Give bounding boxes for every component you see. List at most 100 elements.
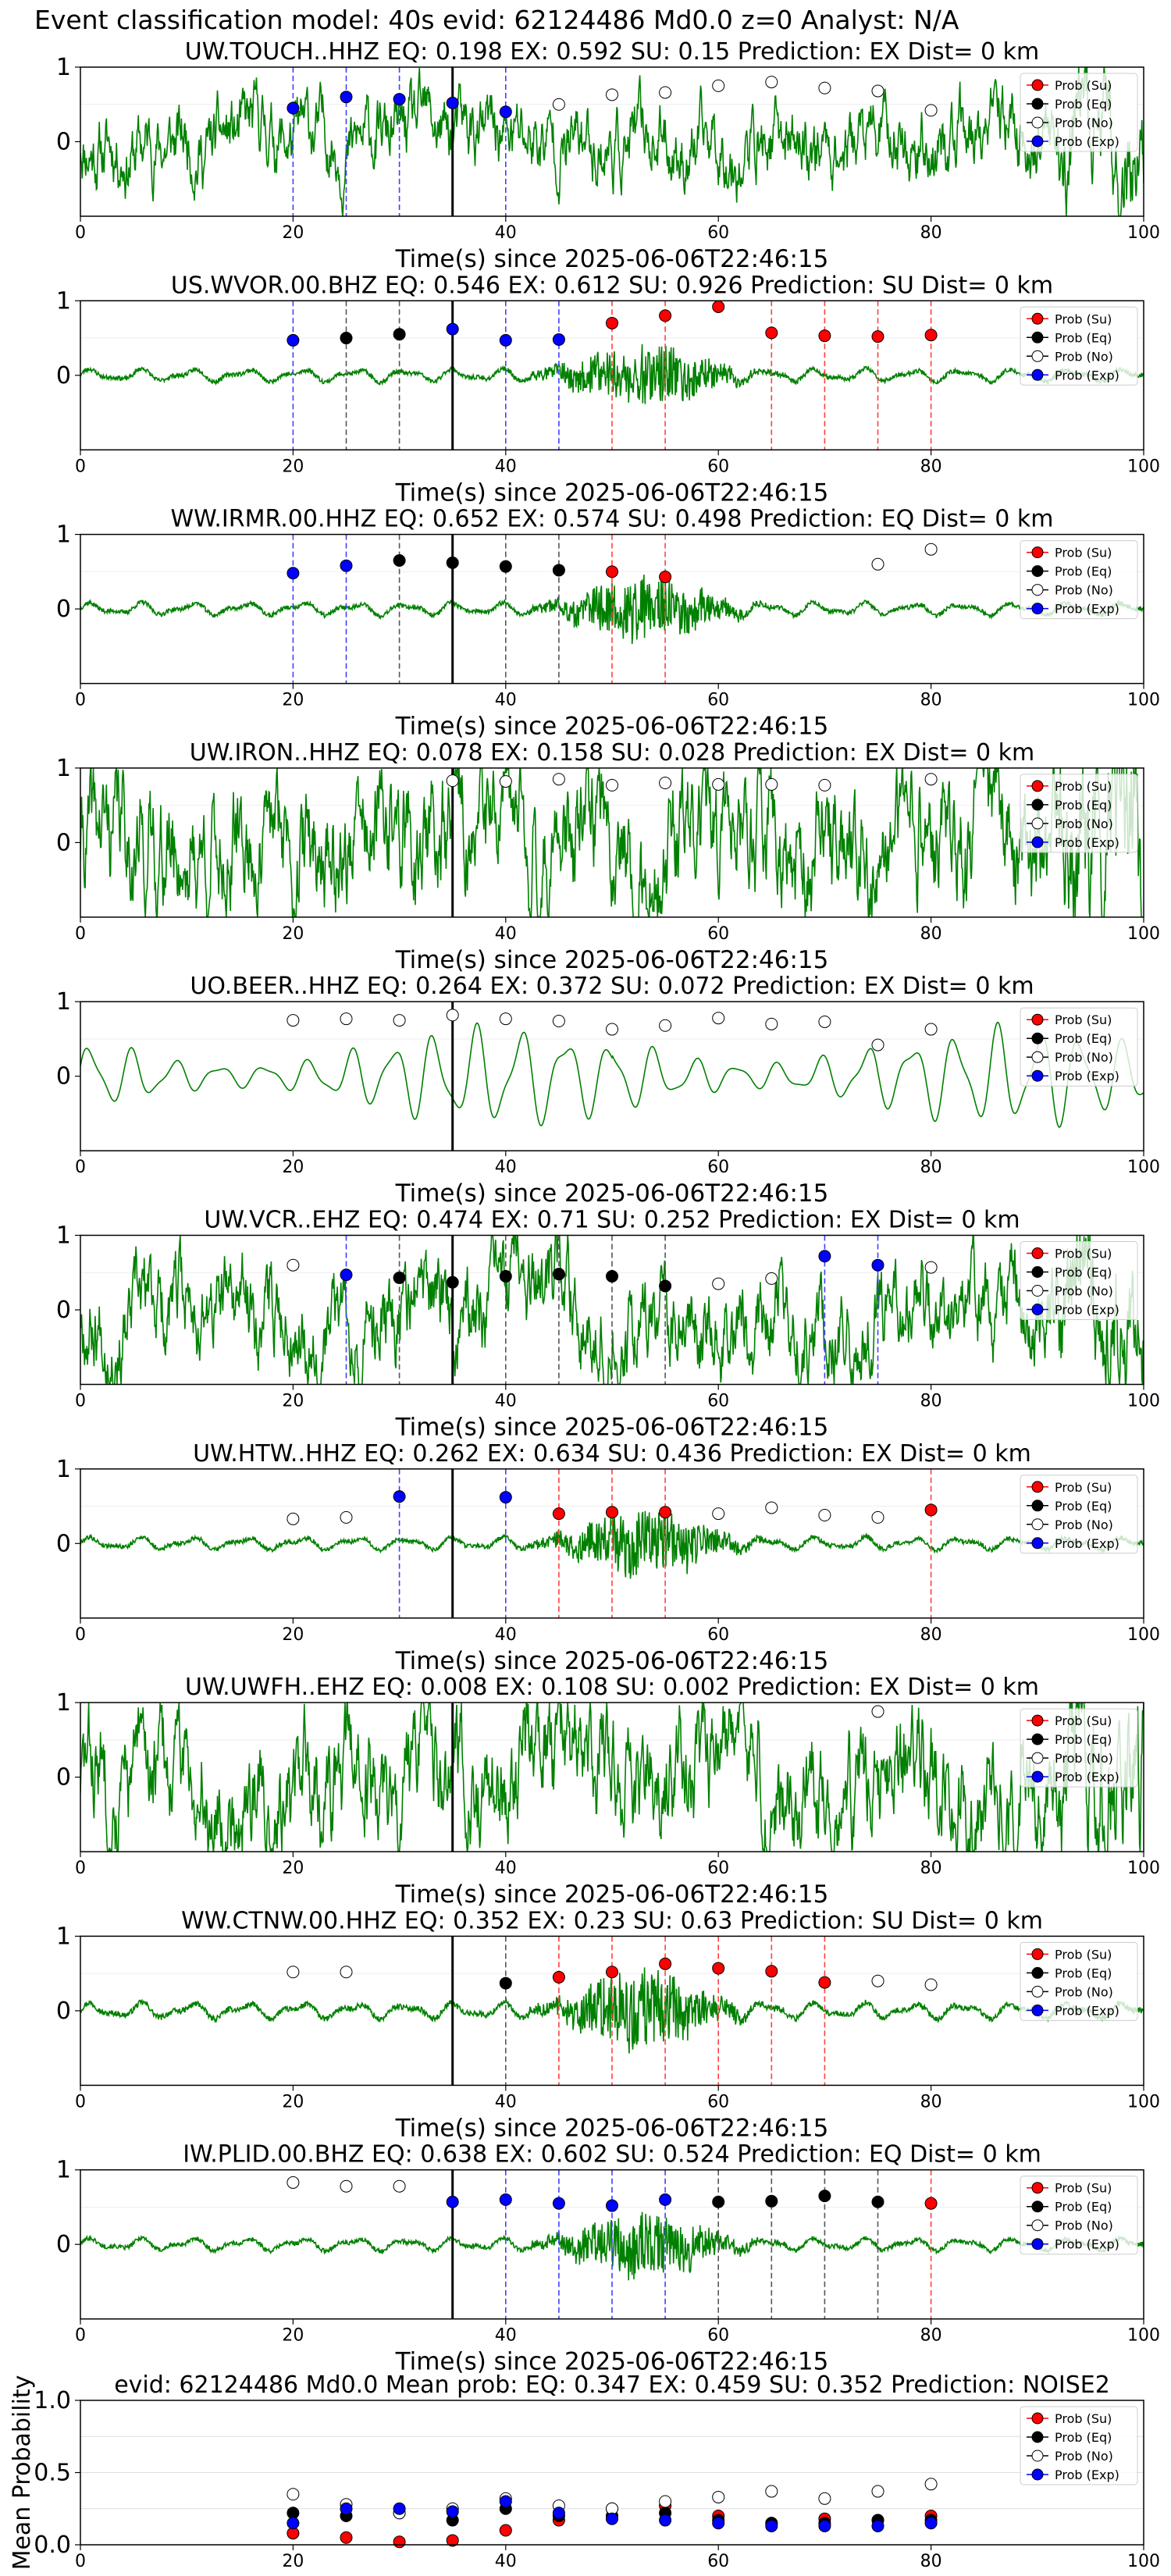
prob-marker-su — [552, 1970, 565, 1984]
x-tick-label: 40 — [495, 691, 517, 710]
prob-marker-eq — [393, 1271, 406, 1284]
legend-marker — [1031, 1500, 1044, 1512]
prob-marker-exp — [606, 2199, 618, 2212]
prob-marker-exp — [871, 1258, 884, 1272]
mean-panel-title: evid: 62124486 Md0.0 Mean prob: EQ: 0.34… — [114, 2371, 1110, 2399]
prob-marker-eq — [871, 2195, 884, 2208]
legend-item: Prob (Exp) — [1027, 368, 1119, 382]
x-tick-label: 60 — [707, 2552, 729, 2571]
prob-marker-no — [287, 1512, 300, 1525]
legend-item: Prob (Su) — [1027, 779, 1112, 794]
prob-marker-eq — [818, 2190, 831, 2203]
mean-marker-su — [340, 2531, 353, 2544]
legend-label: Prob (No) — [1055, 1050, 1113, 1065]
legend-item: Prob (Su) — [1027, 2181, 1112, 2196]
x-tick-label: 60 — [707, 1158, 729, 1177]
legend-item: Prob (Exp) — [1027, 835, 1119, 850]
x-tick-label: 0 — [75, 1625, 86, 1645]
legend-label: Prob (No) — [1055, 1751, 1113, 1766]
station-panel-6: 1 0 UW.HTW..HHZ EQ: 0.262 EX: 0.634 SU: 0.… — [56, 1440, 1160, 1675]
legend-marker — [1031, 1948, 1044, 1960]
prob-marker-exp — [659, 2193, 672, 2206]
legend-box — [1020, 1708, 1138, 1788]
panel-title: UW.VCR..EHZ EQ: 0.474 EX: 0.71 SU: 0.252… — [204, 1207, 1020, 1234]
prob-marker-no — [712, 777, 725, 791]
prob-marker-no — [446, 1009, 459, 1022]
mean-marker-no — [765, 2485, 778, 2498]
x-axis-label: Time(s) since 2025-06-06T22:46:15 — [395, 245, 829, 273]
legend-label: Prob (No) — [1055, 116, 1113, 130]
legend-item: Prob (Su) — [1027, 1947, 1112, 1962]
prob-marker-no — [446, 774, 459, 788]
y-tick-label: 1 — [56, 1689, 71, 1717]
panel-title: WW.CTNW.00.HHZ EQ: 0.352 EX: 0.23 SU: 0.… — [181, 1907, 1043, 1934]
prob-marker-no — [924, 543, 938, 556]
legend-marker — [1031, 780, 1044, 792]
legend-marker — [1031, 584, 1044, 596]
prob-marker-su — [924, 329, 938, 342]
mean-marker-exp — [499, 2495, 512, 2508]
legend-label: Prob (Su) — [1055, 1012, 1112, 1027]
legend-item: Prob (Su) — [1027, 311, 1112, 326]
legend-item: Prob (Eq) — [1027, 2430, 1112, 2445]
x-axis-label: Time(s) since 2025-06-06T22:46:15 — [395, 2348, 829, 2376]
prob-marker-exp — [552, 2197, 565, 2210]
station-panel-9: 1 0 IW.PLID.00.BHZ EQ: 0.638 EX: 0.602 SU:… — [56, 2141, 1160, 2376]
legend-item: Prob (Exp) — [1027, 1536, 1119, 1551]
prob-marker-no — [340, 2179, 353, 2193]
prob-marker-eq — [499, 1976, 512, 1990]
mean-marker-exp — [287, 2517, 300, 2530]
prob-marker-no — [606, 778, 618, 792]
prob-marker-no — [765, 1272, 778, 1285]
legend-label: Prob (Exp) — [1055, 368, 1119, 382]
prob-marker-eq — [552, 1268, 565, 1281]
waveform-trace — [80, 767, 1144, 917]
legend-box — [1020, 1941, 1138, 2021]
prob-marker-exp — [552, 333, 565, 346]
legend-label: Prob (Su) — [1055, 2181, 1112, 2196]
y-tick-label: 0 — [56, 596, 71, 623]
prob-marker-su — [818, 1976, 831, 1989]
prob-marker-su — [606, 565, 618, 578]
legend-label: Prob (Eq) — [1055, 564, 1112, 579]
legend-label: Prob (Exp) — [1055, 2237, 1119, 2252]
y-tick-label: 1 — [56, 755, 71, 782]
x-tick-label: 60 — [707, 2092, 729, 2112]
prob-marker-exp — [340, 1268, 353, 1282]
prob-marker-no — [818, 1015, 831, 1028]
prob-marker-exp — [446, 322, 459, 336]
legend-item: Prob (Su) — [1027, 1247, 1112, 1261]
x-tick-label: 60 — [707, 457, 729, 476]
prob-marker-no — [871, 557, 884, 571]
legend-marker — [1031, 1069, 1044, 1082]
prob-marker-no — [871, 1038, 884, 1051]
x-tick-label: 20 — [282, 691, 304, 710]
legend-marker — [1031, 331, 1044, 343]
legend-label: Prob (Eq) — [1055, 330, 1112, 345]
legend-marker — [1031, 836, 1044, 849]
legend-label: Prob (No) — [1055, 583, 1113, 598]
legend-item: Prob (Eq) — [1027, 1031, 1112, 1046]
legend-item: Prob (No) — [1027, 116, 1113, 130]
prob-marker-exp — [287, 101, 300, 115]
mean-marker-no — [659, 2495, 672, 2508]
legend-marker — [1031, 2450, 1044, 2462]
prob-marker-no — [712, 1507, 725, 1521]
legend-marker — [1031, 799, 1044, 811]
prob-marker-no — [552, 98, 565, 111]
y-tick-label: 0.5 — [34, 2460, 71, 2487]
legend-marker — [1031, 2468, 1044, 2481]
x-axis-label: Time(s) since 2025-06-06T22:46:15 — [395, 1880, 829, 1909]
x-axis-label: Time(s) since 2025-06-06T22:46:15 — [395, 713, 829, 741]
legend-label: Prob (No) — [1055, 1284, 1113, 1299]
y-tick-label: 1.0 — [34, 2387, 71, 2414]
panel-title: UW.HTW..HHZ EQ: 0.262 EX: 0.634 SU: 0.43… — [193, 1440, 1031, 1468]
legend-item: Prob (No) — [1027, 1751, 1113, 1766]
prob-marker-no — [924, 1261, 938, 1274]
prob-marker-exp — [340, 91, 353, 104]
x-tick-label: 100 — [1127, 2326, 1160, 2346]
waveform-trace — [80, 67, 1144, 216]
x-tick-label: 60 — [707, 1859, 729, 1878]
x-tick-label: 100 — [1127, 223, 1160, 243]
mean-y-axis-label: Mean Probability — [9, 2375, 36, 2571]
